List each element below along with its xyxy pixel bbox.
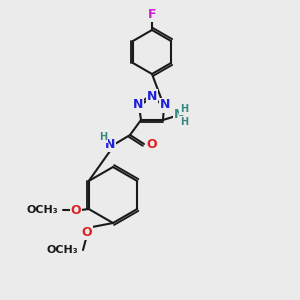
- Text: OCH₃: OCH₃: [26, 205, 58, 215]
- Text: H: H: [99, 132, 107, 142]
- Text: N: N: [147, 89, 157, 103]
- Text: N: N: [174, 109, 184, 122]
- Text: O: O: [147, 137, 157, 151]
- Text: F: F: [148, 8, 156, 20]
- Text: N: N: [105, 137, 115, 151]
- Text: O: O: [71, 203, 81, 217]
- Text: H: H: [180, 104, 188, 114]
- Text: O: O: [82, 226, 92, 238]
- Text: N: N: [133, 98, 143, 112]
- Text: N: N: [160, 98, 170, 112]
- Text: OCH₃: OCH₃: [46, 245, 78, 255]
- Text: H: H: [180, 117, 188, 127]
